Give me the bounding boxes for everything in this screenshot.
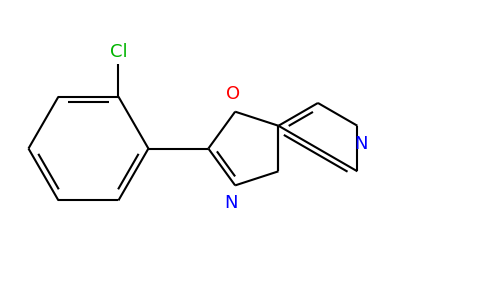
Text: O: O: [226, 85, 240, 103]
Text: Cl: Cl: [109, 43, 127, 61]
Text: N: N: [354, 134, 368, 152]
Text: N: N: [225, 194, 238, 212]
